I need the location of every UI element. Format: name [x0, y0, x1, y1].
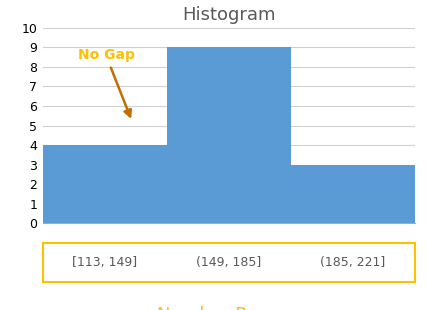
Text: (185, 221]: (185, 221]: [321, 256, 386, 269]
Bar: [43, 145, 167, 223]
Text: (149, 185]: (149, 185]: [196, 256, 262, 269]
Bar: [167, 47, 291, 223]
Text: Number Ranges: Number Ranges: [157, 306, 301, 310]
Text: [113, 149]: [113, 149]: [72, 256, 137, 269]
Text: No Gap: No Gap: [77, 48, 134, 117]
Title: Histogram: Histogram: [182, 6, 276, 24]
Bar: [291, 165, 415, 223]
